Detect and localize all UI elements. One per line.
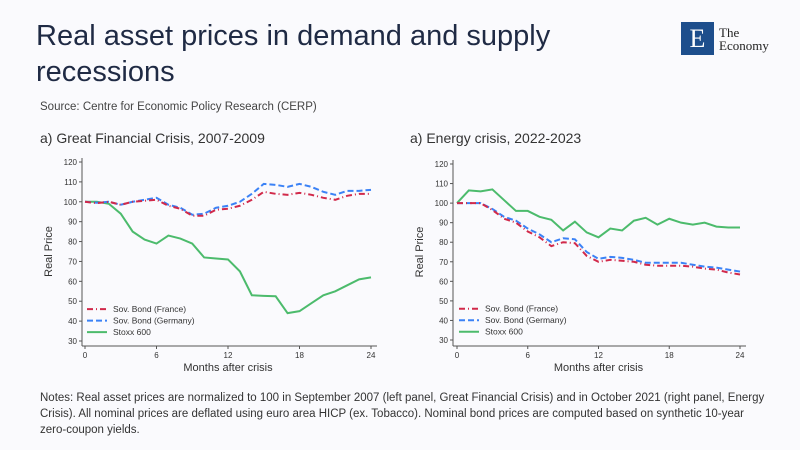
legend-label: Sov. Bond (France) [113, 304, 186, 314]
right-panel-title: a) Energy crisis, 2022-2023 [410, 130, 582, 146]
legend-label: Sov. Bond (Germany) [113, 316, 195, 326]
y-tick-label: 50 [439, 297, 448, 306]
y-tick-label: 60 [439, 277, 448, 286]
series-line-sov-bond-france- [84, 190, 371, 217]
y-tick-label: 60 [68, 277, 77, 286]
y-tick-label: 30 [68, 337, 77, 346]
x-tick-label: 12 [594, 351, 603, 360]
y-tick-label: 120 [64, 158, 78, 167]
y-tick-label: 30 [439, 336, 448, 345]
y-tick-label: 100 [435, 199, 449, 208]
logo: E The Economy [681, 22, 769, 55]
x-tick-label: 18 [295, 351, 304, 360]
y-tick-label: 110 [435, 180, 448, 189]
source-text: Source: Centre for Economic Policy Resea… [40, 101, 317, 113]
series-line-sov-bond-france- [457, 202, 741, 276]
x-tick-label: 12 [224, 351, 233, 360]
legend-label: Stoxx 600 [113, 327, 151, 337]
y-tick-label: 70 [68, 257, 77, 266]
y-tick-label: 40 [68, 317, 77, 326]
y-tick-label: 90 [439, 219, 448, 228]
legend-label: Stoxx 600 [485, 327, 523, 337]
series-line-sov-bond-germany- [457, 202, 741, 273]
y-tick-label: 120 [435, 160, 449, 169]
notes-text: Notes: Real asset prices are normalized … [40, 392, 765, 436]
series-line-stoxx-600 [85, 200, 372, 315]
x-tick-label: 24 [736, 351, 745, 360]
x-tick-label: 0 [455, 351, 460, 360]
y-tick-label: 40 [439, 316, 448, 325]
logo-text-2: Economy [719, 37, 769, 53]
y-axis-label: Real Price [43, 226, 55, 277]
y-tick-label: 50 [68, 297, 77, 306]
series-line-stoxx-600 [456, 188, 740, 239]
logo-text-1: The [719, 24, 740, 40]
x-tick-label: 6 [154, 351, 159, 360]
x-tick-label: 0 [83, 351, 88, 360]
x-tick-label: 24 [367, 351, 376, 360]
y-tick-label: 80 [439, 238, 448, 247]
logo-mark: E [681, 22, 714, 55]
x-axis-label: Months after crisis [183, 362, 273, 374]
legend-label: Sov. Bond (France) [485, 304, 558, 314]
page-title: Real asset prices in demand and supply r… [36, 20, 551, 88]
left-panel-title: a) Great Financial Crisis, 2007-2009 [40, 130, 265, 146]
y-tick-label: 80 [68, 238, 77, 247]
x-tick-label: 6 [526, 351, 531, 360]
y-tick-label: 70 [439, 258, 448, 267]
legend-label: Sov. Bond (Germany) [485, 315, 567, 325]
y-tick-label: 110 [64, 178, 77, 187]
series-line-sov-bond-germany- [84, 182, 372, 216]
y-tick-label: 90 [68, 218, 77, 227]
x-tick-label: 18 [665, 351, 674, 360]
x-axis-label: Months after crisis [554, 362, 644, 374]
y-axis-label: Real Price [414, 227, 426, 278]
y-tick-label: 100 [64, 198, 78, 207]
